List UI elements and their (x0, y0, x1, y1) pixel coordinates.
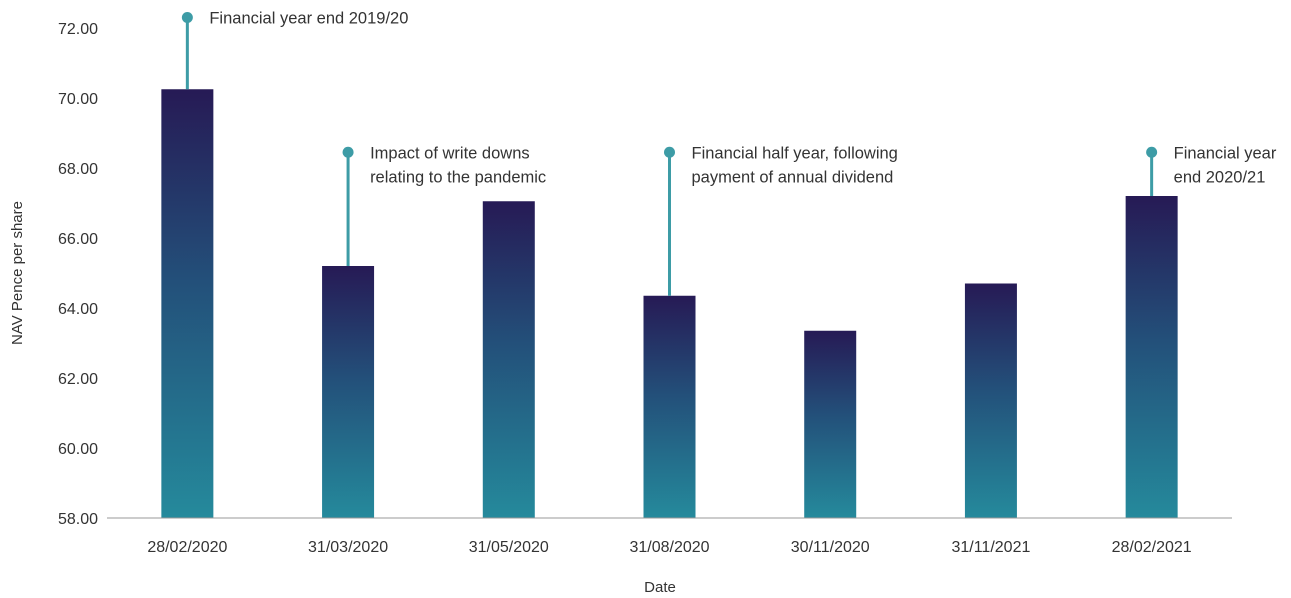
bar (643, 295, 696, 518)
annotation-marker (342, 146, 354, 158)
y-axis-title: NAV Pence per share (9, 201, 26, 345)
y-tick-label: 66.00 (58, 231, 98, 248)
annotation-text: relating to the pandemic (370, 168, 546, 186)
annotation-marker (181, 12, 193, 23)
annotation-text: end 2020/21 (1174, 168, 1266, 186)
bar (482, 201, 535, 518)
y-tick-label: 60.00 (58, 441, 98, 458)
annotation-text: Financial half year, following (692, 144, 898, 162)
x-tick-label: 31/03/2020 (308, 539, 388, 556)
annotation-text: Financial year end 2019/20 (209, 10, 408, 28)
y-tick-label: 70.00 (58, 91, 98, 108)
y-axis-ticks: 58.00 60.00 62.00 64.00 66.00 68.00 70.00 72.00 (58, 21, 98, 528)
y-tick-label: 68.00 (58, 161, 98, 178)
annotation-marker (664, 146, 675, 158)
annotation-text: payment of annual dividend (692, 168, 894, 186)
annotation-marker (1146, 146, 1158, 158)
y-tick-label: 58.00 (58, 511, 98, 528)
annotation: Impact of write downs relating to the pan… (342, 144, 546, 266)
bar (1125, 196, 1178, 518)
x-tick-label: 31/11/2021 (951, 539, 1030, 556)
x-axis-ticks: 28/02/2020 31/03/2020 31/05/2020 31/08/2020… (147, 539, 1191, 556)
annotation: Financial year end 2019/20 (181, 10, 408, 90)
x-tick-label: 28/02/2020 (147, 539, 227, 556)
y-tick-label: 62.00 (58, 371, 98, 388)
x-tick-label: 30/11/2020 (791, 539, 870, 556)
y-tick-label: 72.00 (58, 21, 98, 38)
x-tick-label: 31/05/2020 (469, 539, 549, 556)
bar (804, 330, 857, 518)
annotation-text: Financial year (1174, 144, 1277, 162)
x-axis-title: Date (644, 579, 676, 596)
annotation: Financial half year, following payment of… (664, 144, 898, 296)
x-tick-label: 28/02/2021 (1112, 539, 1192, 556)
x-tick-label: 31/08/2020 (629, 539, 709, 556)
bars (161, 89, 1178, 518)
annotations: Financial year end 2019/20 Impact of writ… (181, 10, 1277, 296)
y-tick-label: 64.00 (58, 301, 98, 318)
bar (964, 283, 1017, 518)
annotation: Financial year end 2020/21 (1146, 144, 1277, 196)
bar (322, 266, 375, 518)
annotation-text: Impact of write downs (370, 144, 530, 162)
bar (161, 89, 214, 518)
